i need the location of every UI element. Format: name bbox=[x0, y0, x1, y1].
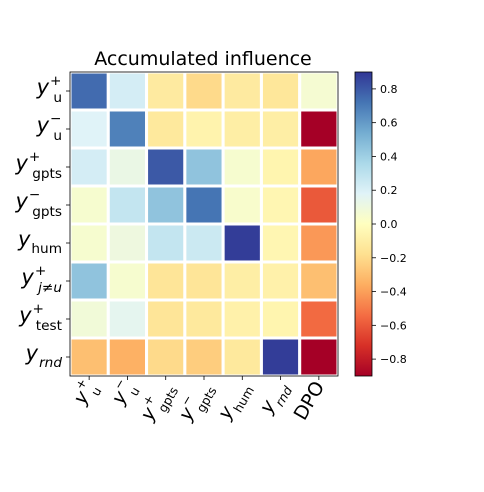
heatmap-cell bbox=[106, 222, 149, 264]
heatmap-cell bbox=[106, 108, 149, 150]
row-label: y− u bbox=[36, 111, 62, 144]
heatmap-cell bbox=[221, 260, 263, 302]
row-label: y+ j≠u bbox=[20, 263, 62, 296]
heatmap-cell bbox=[259, 70, 302, 112]
row-labels: y+ u y− u y+ gpts y− gpts yhum y+ j≠u y+ test yrnd bbox=[14, 73, 62, 371]
heatmap-cell bbox=[259, 146, 302, 188]
heatmap-axes bbox=[66, 71, 339, 380]
colorbar-tick-label: −0.2 bbox=[380, 252, 407, 265]
heatmap-cell bbox=[298, 336, 340, 378]
heatmap-cell bbox=[259, 260, 302, 302]
heatmap-cell bbox=[298, 70, 340, 112]
heatmap-cell bbox=[106, 336, 149, 378]
column-label: y+u bbox=[66, 376, 105, 412]
row-label: yrnd bbox=[25, 341, 63, 371]
heatmap-cell bbox=[259, 222, 302, 264]
heatmap-cell bbox=[183, 146, 225, 188]
heatmap-cell bbox=[145, 70, 187, 112]
column-label: yhum bbox=[213, 378, 257, 427]
colorbar-tick-label: 0.4 bbox=[380, 150, 398, 163]
heatmap-cells bbox=[68, 70, 340, 378]
heatmap-cell bbox=[68, 298, 110, 340]
heatmap-cell bbox=[183, 108, 225, 150]
heatmap-cell bbox=[68, 70, 110, 112]
heatmap-cell bbox=[259, 184, 302, 226]
heatmap-cell bbox=[183, 184, 225, 226]
heatmap-cell bbox=[68, 184, 110, 226]
heatmap-cell bbox=[298, 298, 340, 340]
row-label: y+ gpts bbox=[14, 149, 62, 182]
heatmap-cell bbox=[106, 146, 149, 188]
heatmap-cell bbox=[183, 336, 225, 378]
column-label: y+gpts bbox=[133, 376, 181, 428]
heatmap-cell bbox=[106, 260, 149, 302]
colorbar-ticks: 0.8 0.6 0.4 0.2 0.0 −0.2 −0.4 −0.6 −0.8 bbox=[372, 83, 407, 366]
colorbar-tick-label: 0.6 bbox=[380, 117, 398, 130]
chart-title: Accumulated influence bbox=[94, 48, 312, 70]
heatmap-cell bbox=[183, 260, 225, 302]
heatmap-cell bbox=[183, 298, 225, 340]
row-label: yhum bbox=[17, 227, 62, 257]
heatmap-cell bbox=[145, 260, 187, 302]
heatmap-cell bbox=[259, 298, 302, 340]
heatmap-cell bbox=[221, 146, 263, 188]
colorbar-tick-label: −0.6 bbox=[380, 319, 407, 332]
row-label: y− gpts bbox=[14, 187, 62, 220]
heatmap-cell bbox=[68, 260, 110, 302]
row-label: y+ test bbox=[18, 301, 63, 334]
heatmap-cell bbox=[221, 184, 263, 226]
heatmap-cell bbox=[106, 70, 149, 112]
heatmap-cell bbox=[298, 108, 340, 150]
column-label: y−gpts bbox=[171, 376, 219, 428]
colorbar-tick-label: 0.2 bbox=[380, 184, 398, 197]
heatmap-cell bbox=[259, 108, 302, 150]
heatmap-cell bbox=[145, 184, 187, 226]
heatmap-cell bbox=[221, 70, 263, 112]
row-label: y+ u bbox=[36, 73, 62, 106]
column-label: DPO bbox=[290, 378, 330, 425]
colorbar-tick-label: −0.8 bbox=[380, 353, 407, 366]
column-label: y−u bbox=[104, 376, 143, 412]
heatmap-cell bbox=[145, 222, 187, 264]
heatmap-cell bbox=[221, 336, 263, 378]
colorbar bbox=[354, 71, 373, 377]
heatmap-cell bbox=[221, 108, 263, 150]
heatmap-cell bbox=[145, 336, 187, 378]
heatmap-cell bbox=[145, 298, 187, 340]
heatmap-cell bbox=[298, 260, 340, 302]
colorbar-tick-label: −0.4 bbox=[380, 286, 407, 299]
heatmap-cell bbox=[106, 184, 149, 226]
heatmap-cell bbox=[183, 70, 225, 112]
heatmap-cell bbox=[145, 108, 187, 150]
heatmap-cell bbox=[183, 222, 225, 264]
heatmap-cell bbox=[298, 184, 340, 226]
heatmap-cell bbox=[221, 222, 263, 264]
heatmap-cell bbox=[68, 108, 110, 150]
colorbar-tick-label: 0.0 bbox=[380, 218, 398, 231]
heatmap-cell bbox=[298, 146, 340, 188]
heatmap-cell bbox=[298, 222, 340, 264]
heatmap-cell bbox=[68, 222, 110, 264]
heatmap-cell bbox=[68, 146, 110, 188]
heatmap-cell bbox=[106, 298, 149, 340]
heatmap-cell bbox=[259, 336, 302, 378]
heatmap-cell bbox=[221, 298, 263, 340]
colorbar-tick-label: 0.8 bbox=[380, 83, 398, 96]
heatmap-cell bbox=[68, 336, 110, 378]
heatmap-cell bbox=[145, 146, 187, 188]
